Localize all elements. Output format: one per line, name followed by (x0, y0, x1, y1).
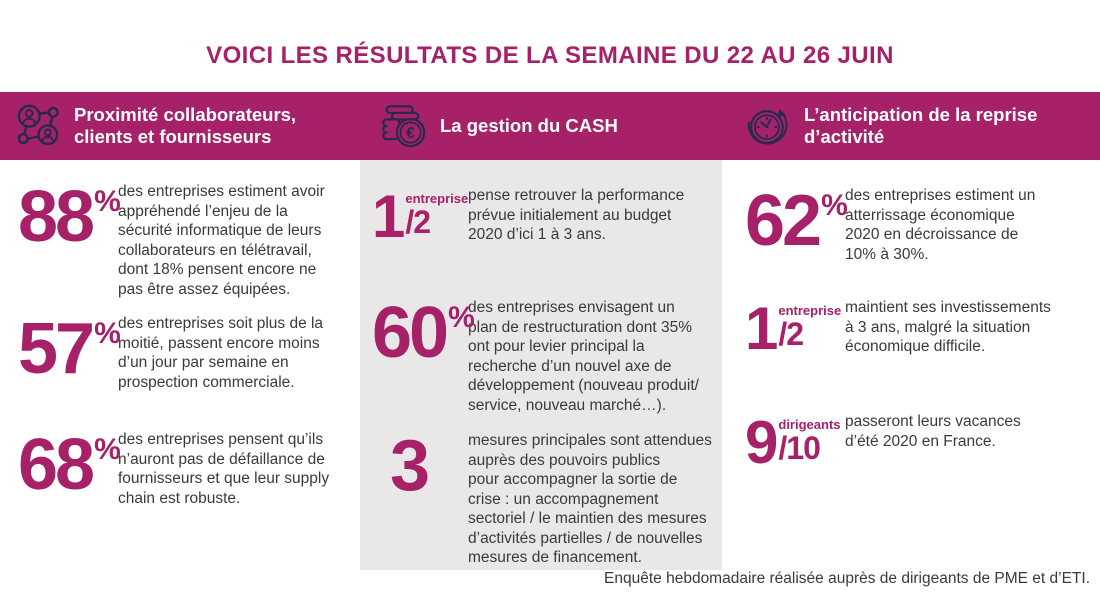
header-banner: Proximité collaborateurs, clients et fou… (0, 92, 1100, 160)
section-header-label: La gestion du CASH (440, 115, 618, 136)
stat-57-pct: 57% des entreprises soit plus de la moit… (18, 309, 324, 392)
stat-number: 1 entreprise/2 (372, 183, 469, 250)
survey-source-note: Enquête hebdomadaire réalisée auprès de … (604, 570, 1090, 587)
people-network-icon (14, 102, 62, 150)
section-header-cash: € La gestion du CASH (380, 92, 618, 160)
svg-text:€: € (406, 125, 415, 142)
stat-text: des entreprises pensent qu’ils n’auront … (118, 431, 330, 507)
section-header-reprise: L’anticipation de la reprise d’activité (744, 92, 1037, 160)
stat-text: des entreprises estiment avoir appréhend… (118, 183, 325, 298)
stat-text: des entreprises envisagent un plan de re… (468, 299, 699, 414)
stat-62-pct: 62% des entreprises estiment un atterris… (745, 181, 1036, 264)
stat-number: 62% (745, 181, 848, 261)
stat-60-pct: 60% des entreprises envisagent un plan d… (372, 293, 699, 415)
section-header-label: L’anticipation de la reprise d’activité (804, 104, 1038, 147)
clock-arrow-icon (744, 102, 792, 150)
stat-number: 60% (372, 293, 475, 373)
cash-column-background (360, 160, 722, 570)
stat-number: 1 entreprise/2 (745, 295, 842, 362)
stat-1-sur-2-entreprise: 1 entreprise/2 maintient ses investisseme… (745, 295, 1051, 362)
coins-euro-icon: € (380, 102, 428, 150)
stat-9-sur-10-dirigeants: 9 dirigeants/10 passeront leurs vacances … (745, 409, 1021, 476)
stat-text: des entreprises soit plus de la moitié, … (118, 315, 324, 391)
section-header-label: Proximité collaborateurs, clients et fou… (74, 104, 297, 147)
stat-88-pct: 88% des entreprises estiment avoir appré… (18, 177, 325, 299)
stat-number: 9 dirigeants/10 (745, 409, 841, 476)
stat-text: pense retrouver la performance prévue in… (468, 187, 685, 243)
stat-68-pct: 68% des entreprises pensent qu’ils n’aur… (18, 425, 330, 508)
stat-text: des entreprises estiment un atterrissage… (845, 187, 1036, 263)
stat-text: passeront leurs vacances d’été 2020 en F… (845, 413, 1021, 450)
stat-1-sur-2-entreprise: 1 entreprise/2 pense retrouver la perform… (372, 183, 685, 250)
stat-number: 68% (18, 425, 121, 505)
stat-text: maintient ses investissements à 3 ans, m… (845, 299, 1051, 355)
stat-number: 57% (18, 309, 121, 389)
section-header-proximite: Proximité collaborateurs, clients et fou… (14, 92, 296, 160)
stat-text: mesures principales sont attendues auprè… (468, 432, 712, 566)
page-title: VOICI LES RÉSULTATS DE LA SEMAINE DU 22 … (206, 42, 894, 69)
stat-number: 88% (18, 177, 121, 257)
stat-number: 3 (390, 426, 430, 506)
stat-3-mesures: 3 mesures principales sont attendues aup… (372, 426, 712, 568)
